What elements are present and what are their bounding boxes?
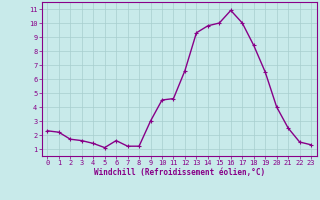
X-axis label: Windchill (Refroidissement éolien,°C): Windchill (Refroidissement éolien,°C)	[94, 168, 265, 177]
